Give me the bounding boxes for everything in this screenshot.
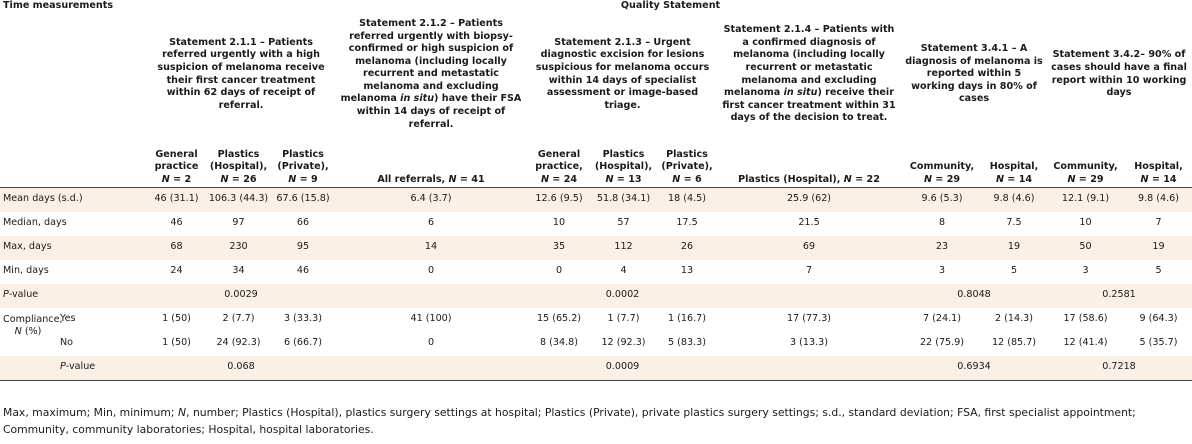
quality-statement-table: Time measurements Quality Statement Stat… [0,0,1192,381]
col-header: Plastics (Hospital), N = 22 [716,136,902,188]
statement-3-4-1: Statement 3.4.1 – A diagnosis of melanom… [905,43,1043,105]
col-header: Hospital, N = 14 [982,136,1046,188]
statement-2-1-3: Statement 2.1.3 – Urgent diagnostic exci… [535,36,710,111]
quality-statement-heading: Quality Statement [620,0,721,11]
table-footnote: Max, maximum; Min, minimum; N, number; P… [3,406,1136,436]
col-header: Plastics (Private), N = 9 [273,136,333,188]
table-row: P-value 0.0029 0.0002 0.8048 0.2581 [0,283,1192,308]
table-row: Min, days 24 34 46 0 0 4 13 7 3 5 3 5 [3,265,1162,277]
col-header: All referrals, N = 41 [333,136,529,188]
statement-2-1-2: Statement 2.1.2 – Patients referred urge… [340,17,522,130]
table-row: Max, days 68 230 95 14 35 112 26 69 23 1… [0,235,1192,260]
table-row: Median, days 46 97 66 6 10 57 17.5 21.5 … [3,217,1162,229]
col-header: Plastics (Hospital), N = 13 [589,136,658,188]
table-row: P-value 0.068 0.0009 0.6934 0.7218 [0,355,1192,381]
statement-2-1-4: Statement 2.1.4 – Patients with a confir… [722,24,896,124]
col-header: Hospital, N = 14 [1125,136,1192,188]
time-measurements-heading: Time measurements [3,0,114,11]
col-header: Plastics (Hospital), N = 26 [204,136,273,188]
col-header: Plastics (Private), N = 6 [658,136,716,188]
col-header: Community, N = 29 [902,136,982,188]
table-row: No 1 (50) 24 (92.3) 6 (66.7) 0 8 (34.8) … [60,337,1178,349]
col-header: General practice, N = 24 [529,136,589,188]
col-header: General practice N = 2 [149,136,204,188]
statement-2-1-1: Statement 2.1.1 – Patients referred urge… [157,36,325,111]
table-row: Mean days (s.d.) 46 (31.1) 106.3 (44.3) … [0,187,1192,212]
statement-3-4-2: Statement 3.4.2– 90% of cases should hav… [1051,49,1187,99]
col-header: Community, N = 29 [1046,136,1125,188]
table-row: Compliance, N (%) Yes 1 (50) 2 (7.7) 3 (3… [3,313,1178,338]
